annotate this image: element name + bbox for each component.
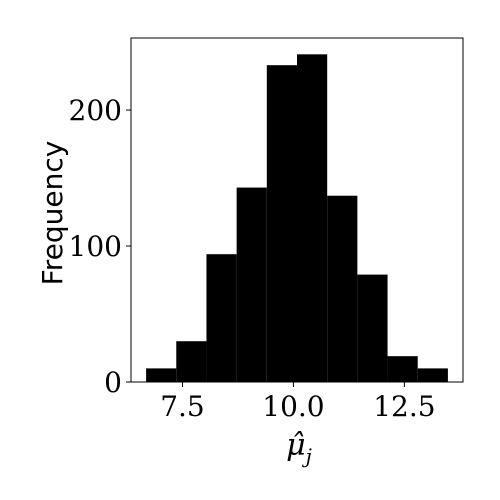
y-axis-ticks: 0 100 200	[69, 94, 131, 399]
histogram-bar-5	[297, 54, 328, 383]
histogram-bar-8	[387, 356, 418, 382]
x-axis-label-main: μ̂	[286, 428, 306, 463]
histogram-bar-7	[357, 274, 388, 382]
y-tick-label-1: 100	[69, 230, 122, 263]
histogram-bar-1	[176, 341, 207, 382]
x-axis-label-subscript: j	[302, 444, 312, 468]
x-tick-label-0: 7.5	[160, 390, 205, 423]
histogram-bars	[146, 54, 448, 383]
histogram-bar-2	[206, 254, 237, 382]
histogram-bar-6	[327, 195, 358, 382]
histogram-bar-3	[236, 187, 267, 382]
histogram-bar-9	[417, 368, 448, 382]
x-axis-label: μ̂j	[286, 428, 312, 468]
x-axis-ticks: 7.5 10.0 12.5	[160, 382, 436, 423]
y-axis-label: Frequency	[36, 141, 69, 286]
y-tick-label-0: 0	[104, 366, 122, 399]
x-tick-label-2: 12.5	[373, 390, 435, 423]
histogram-bar-0	[146, 368, 177, 382]
plot-frame	[130, 37, 464, 383]
y-tick-label-2: 200	[69, 94, 122, 127]
x-tick-label-1: 10.0	[262, 390, 324, 423]
histogram-bar-4	[266, 65, 297, 383]
